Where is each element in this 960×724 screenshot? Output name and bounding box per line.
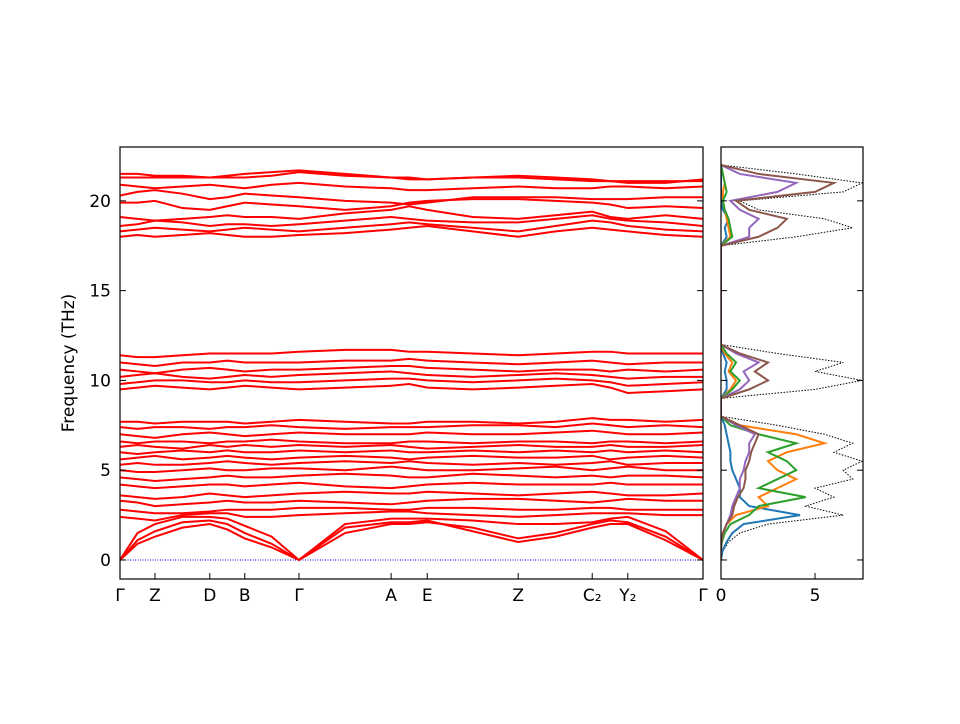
band-line xyxy=(120,490,703,500)
dos-line xyxy=(721,164,800,560)
x-tick-label: 5 xyxy=(810,586,821,606)
x-tick-label: Γ xyxy=(115,586,125,606)
y-tick-label: 5 xyxy=(100,461,111,481)
band-line xyxy=(120,198,703,211)
band-line xyxy=(120,365,703,375)
x-tick-label: Z xyxy=(512,586,524,606)
band-line xyxy=(120,224,703,238)
x-tick-label: Γ xyxy=(698,586,708,606)
x-tick-label: A xyxy=(385,586,397,606)
y-tick-label: 0 xyxy=(100,551,111,571)
x-tick-label: C₂ xyxy=(583,586,602,606)
band-line xyxy=(120,481,703,490)
band-line xyxy=(120,449,703,456)
band-line xyxy=(120,465,703,473)
band-line xyxy=(120,519,703,562)
dos-line xyxy=(721,164,806,560)
dos-line xyxy=(721,164,863,561)
x-tick-label: Z xyxy=(149,586,161,606)
band-line xyxy=(120,205,703,222)
y-tick-label: 20 xyxy=(89,192,111,212)
band-line xyxy=(120,348,703,359)
band-line xyxy=(120,444,703,450)
band-line xyxy=(120,214,703,228)
band-line xyxy=(120,497,703,508)
x-tick-label: D xyxy=(203,586,216,606)
band-line xyxy=(120,472,703,482)
plot-frame xyxy=(119,146,704,580)
x-tick-label: Y₂ xyxy=(618,586,636,606)
band-line xyxy=(120,417,703,425)
band-line xyxy=(120,189,703,206)
x-tick-label: E xyxy=(422,586,433,606)
band-line xyxy=(120,506,703,515)
band-line xyxy=(120,383,703,394)
band-line xyxy=(120,422,703,430)
band-line xyxy=(120,377,703,387)
band-line xyxy=(120,438,703,445)
y-axis-label: Frequency (THz) xyxy=(59,294,79,433)
band-line xyxy=(120,357,703,368)
band-line xyxy=(120,460,703,466)
band-line xyxy=(120,169,703,184)
band-line xyxy=(120,181,703,192)
dos-line xyxy=(721,164,829,560)
band-line xyxy=(120,429,703,439)
band-line xyxy=(120,219,703,233)
band-line xyxy=(120,454,703,461)
band-line xyxy=(120,370,703,380)
band-line xyxy=(120,519,703,562)
y-tick-label: 15 xyxy=(89,282,111,302)
plot-frame xyxy=(720,146,864,580)
x-tick-label: Γ xyxy=(294,586,304,606)
dos-line xyxy=(721,163,838,560)
band-line xyxy=(120,515,703,562)
band-line xyxy=(120,510,703,522)
x-tick-label: 0 xyxy=(716,586,727,606)
y-tick-label: 10 xyxy=(89,371,111,391)
x-tick-label: B xyxy=(239,586,251,606)
